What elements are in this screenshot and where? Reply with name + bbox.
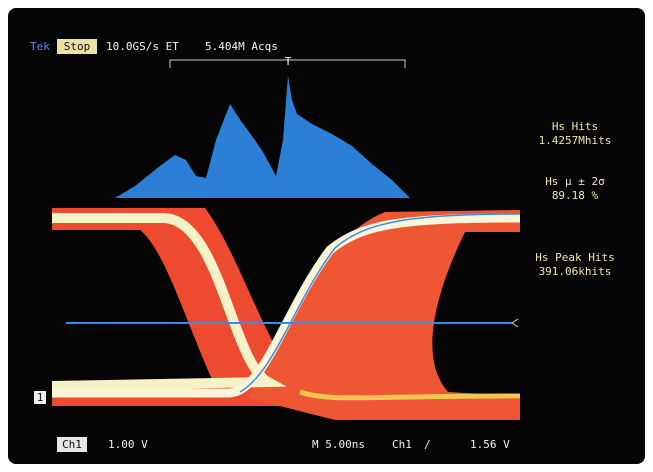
readout-label: Hs Peak Hits [535, 251, 614, 264]
readout-label: Hs μ ± 2σ [545, 175, 605, 188]
trigger-marker: T [285, 55, 292, 68]
timebase: M 5.00ns [312, 438, 365, 451]
trigger-slope: ∕ [424, 438, 431, 451]
readout-value: 1.4257Mhits [539, 134, 612, 147]
run-state: Stop [64, 40, 91, 53]
readout-value: 89.18 % [552, 189, 599, 202]
readout-value: 391.06khits [539, 265, 612, 278]
acquisitions: 5.404M Acqs [205, 40, 278, 53]
readout-label: Hs Hits [552, 120, 598, 133]
channel-marker: 1 [37, 391, 44, 404]
channel: Ch1 [62, 438, 82, 451]
volts-per-div: 1.00 V [108, 438, 148, 451]
sample-rate: 10.0GS/s ET [106, 40, 179, 53]
brand: Tek [30, 40, 50, 53]
trigger-channel: Ch1 [392, 438, 412, 451]
trigger-level: 1.56 V [470, 438, 510, 451]
page: Tek Stop 10.0GS/s ET 5.404M Acqs T 1 Hs … [0, 0, 653, 472]
scope-screen: Tek Stop 10.0GS/s ET 5.404M Acqs T 1 Hs … [0, 0, 653, 472]
